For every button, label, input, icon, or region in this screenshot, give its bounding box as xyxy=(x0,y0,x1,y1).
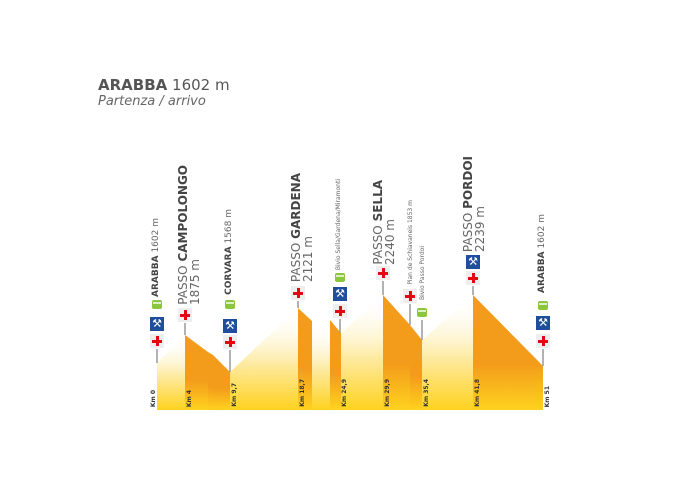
station-elevation: 1568 m xyxy=(224,209,234,244)
first-aid-icon xyxy=(536,334,550,348)
first-aid-icon xyxy=(403,289,417,303)
km-label: Km 35,4 xyxy=(423,379,430,407)
wrench-icon: ⚒ xyxy=(223,319,237,333)
bus-icon xyxy=(223,298,237,312)
station-elevation: 2121 m xyxy=(301,235,315,282)
km-label: Km 24,9 xyxy=(341,379,348,407)
wrench-icon: ⚒ xyxy=(333,287,347,301)
climb-segment xyxy=(312,320,330,410)
first-aid-icon xyxy=(223,335,237,349)
bus-icon xyxy=(415,306,429,320)
first-aid-icon xyxy=(178,308,192,322)
start-elevation: 1602 m xyxy=(172,76,230,94)
descent-segment xyxy=(330,320,341,410)
descent-segment xyxy=(473,295,543,410)
station-name: ARABBA 1602 m xyxy=(151,218,161,297)
descent-segment xyxy=(185,335,208,410)
km-label: Km 18,7 xyxy=(299,379,306,407)
bus-icon xyxy=(536,299,550,313)
climb-segment xyxy=(230,308,298,410)
station-name: Bivio Sella/Gardena/Miramonti xyxy=(335,178,342,270)
station-name: ARABBA 1602 m xyxy=(537,214,547,293)
station-name: CORVARA 1568 m xyxy=(224,209,234,295)
km-label: Km 0 xyxy=(150,389,157,407)
station-title: ARABBA xyxy=(537,251,547,293)
bus-icon xyxy=(150,298,164,312)
descent-segment xyxy=(213,355,230,410)
bus-icon xyxy=(333,271,347,285)
descent-segment xyxy=(208,352,213,410)
station-title: SELLA xyxy=(371,180,385,222)
descent-segment xyxy=(298,308,312,410)
start-town: ARABBA xyxy=(98,76,168,94)
station-elevation: 1602 m xyxy=(151,218,161,253)
start-title: ARABBA 1602 m xyxy=(98,76,230,94)
station-title: CAMPOLONGO xyxy=(176,165,190,262)
first-aid-icon xyxy=(150,334,164,348)
wrench-icon: ⚒ xyxy=(466,255,480,269)
climb-segment xyxy=(157,335,185,410)
station-title: GARDENA xyxy=(289,172,303,239)
km-label: Km 4 xyxy=(186,389,193,407)
station-name: Bivio Passo Pordoi xyxy=(419,245,426,300)
station-title: ARABBA xyxy=(151,255,161,297)
first-aid-icon xyxy=(376,266,390,280)
km-label: Km 9,7 xyxy=(231,383,238,407)
km-label: Km 29,9 xyxy=(384,379,391,407)
first-aid-icon xyxy=(291,286,305,300)
station-elevation: 1875 m xyxy=(188,258,202,305)
station-name: Pian de Schiavaneis 1853 m xyxy=(407,200,414,285)
station-elevation: 2240 m xyxy=(383,218,397,265)
start-subtitle: Partenza / arrivo xyxy=(98,94,206,109)
climb-segment xyxy=(341,295,383,410)
km-label: Km 41,8 xyxy=(474,379,481,407)
station-title: PORDOI xyxy=(461,155,475,209)
descent-segment xyxy=(383,295,410,410)
wrench-icon: ⚒ xyxy=(536,316,550,330)
wrench-icon: ⚒ xyxy=(150,317,164,331)
station-elevation: 1602 m xyxy=(537,214,547,249)
climb-segment xyxy=(422,295,473,410)
km-label: Km 51 xyxy=(544,385,551,407)
station-elevation: 2239 m xyxy=(473,205,487,252)
station-title: CORVARA xyxy=(224,246,234,295)
first-aid-icon xyxy=(333,304,347,318)
descent-segment xyxy=(410,325,422,410)
first-aid-icon xyxy=(466,271,480,285)
